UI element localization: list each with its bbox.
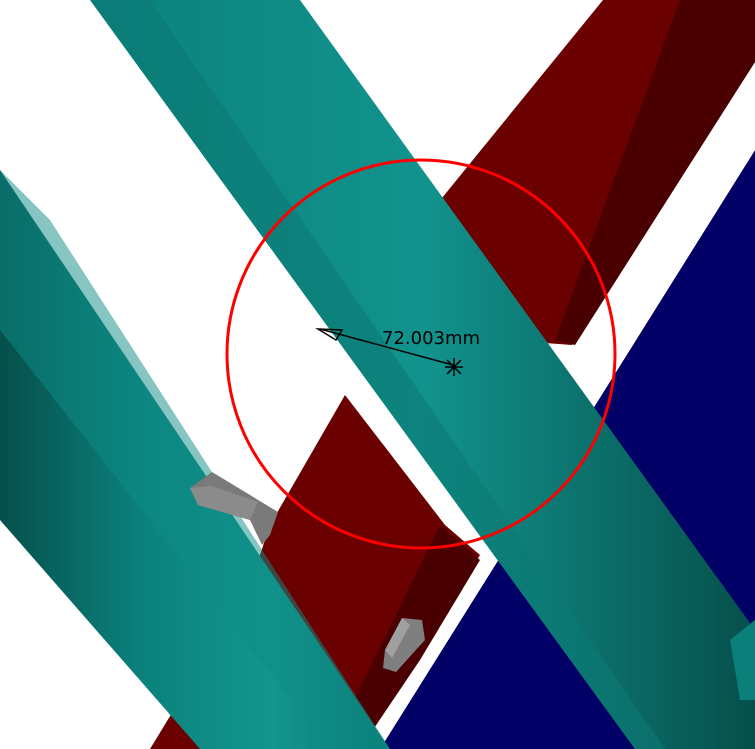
bracket-lower-face [385, 618, 410, 658]
dimension-arrowhead-icon [315, 328, 344, 342]
measure-circle[interactable] [225, 158, 617, 550]
dimension-leader [319, 328, 454, 366]
frame-beam-upper-side [555, 0, 755, 345]
dimension-label[interactable]: 72.003mm [382, 328, 480, 349]
tube-left-shade [0, 170, 390, 749]
bracket-left-face [190, 486, 258, 520]
bracket-lower[interactable] [383, 618, 425, 672]
asterisk-center-icon [445, 358, 463, 376]
tube-right-end[interactable] [730, 620, 755, 700]
tube-main-shade [90, 0, 665, 749]
